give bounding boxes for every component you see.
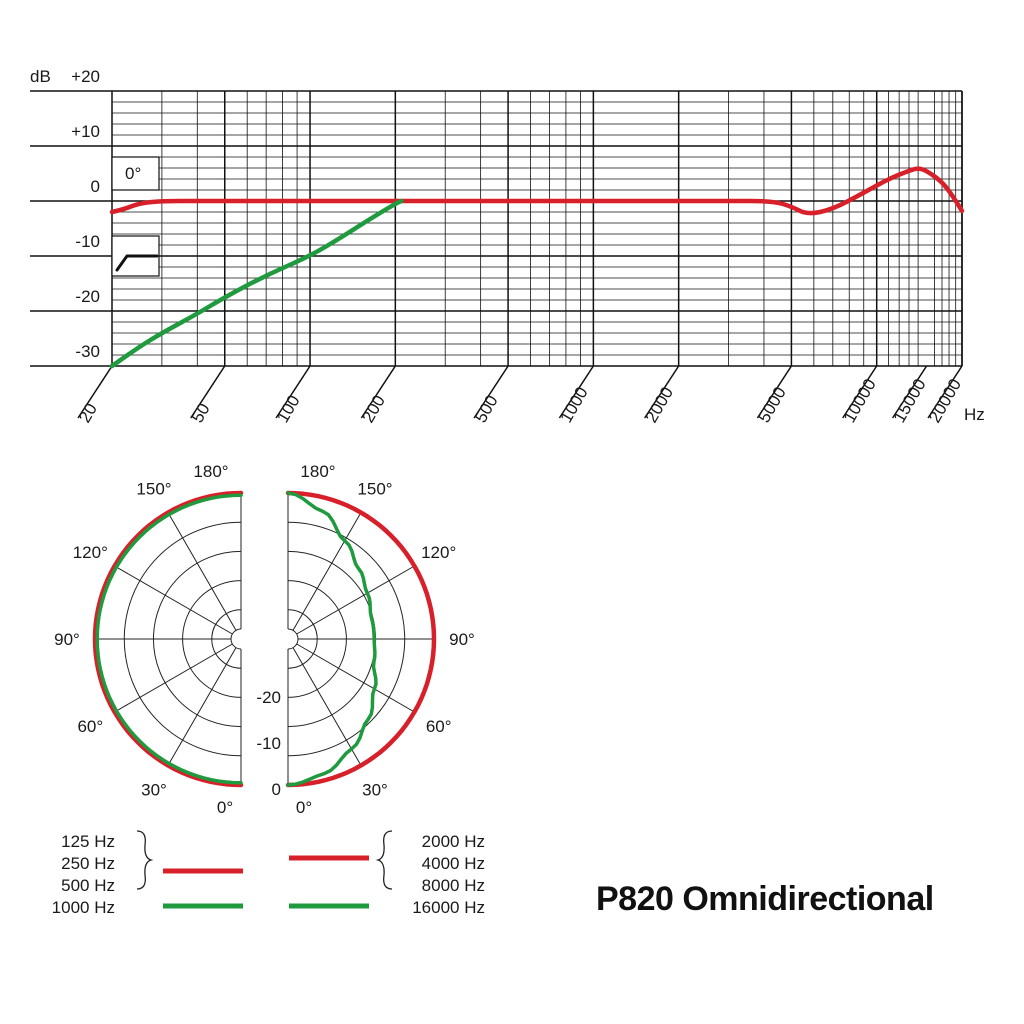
legend-brace — [136, 830, 154, 890]
response-curve-red — [109, 166, 965, 216]
legend-label: 8000 Hz — [422, 876, 485, 895]
x-tick-label: 200 — [358, 392, 389, 426]
polar-angle-label: 0° — [296, 798, 312, 817]
x-tick-mark — [275, 365, 311, 419]
polar-spoke — [167, 512, 237, 631]
legend-label: 500 Hz — [61, 876, 115, 895]
legend-label: 125 Hz — [61, 832, 115, 851]
legend-label: 4000 Hz — [422, 854, 485, 873]
x-tick-mark — [558, 365, 595, 419]
angle-box — [111, 156, 160, 191]
x-tick-mark — [842, 365, 878, 419]
low-cut-filter-icon — [115, 254, 159, 272]
polar-angle-label: 0° — [217, 798, 233, 817]
x-tick-label: 20000 — [925, 376, 965, 426]
y-tick-label: 0 — [91, 177, 100, 196]
legend-label: 1000 Hz — [52, 898, 115, 917]
polar-angle-label: 60° — [77, 717, 103, 736]
x-tick-mark — [473, 365, 509, 419]
y-tick-label: -10 — [75, 232, 100, 251]
polar-center — [287, 628, 299, 650]
polar-angle-label: 180° — [300, 462, 335, 481]
polar-pattern-chart: 180° 150° 120° 90° 60° 30° 0° 180° 150° 120° 90° 60… — [54, 462, 475, 817]
y-tick-label: +10 — [71, 122, 100, 141]
left-polar-half: 180° 150° 120° 90° 60° 30° 0° — [54, 462, 244, 817]
polar-spoke — [292, 647, 362, 766]
legend-label: 16000 Hz — [412, 898, 485, 917]
polar-angle-label: 120° — [73, 543, 108, 562]
x-tick-label: 100 — [273, 392, 304, 426]
y-tick-label: -20 — [75, 287, 100, 306]
polar-spoke — [296, 565, 415, 635]
y-tick-label: +20 — [71, 67, 100, 86]
x-axis-unit-label: Hz — [964, 405, 985, 424]
polar-spoke — [114, 643, 233, 713]
legend-label: 250 Hz — [61, 854, 115, 873]
x-tick-mark — [927, 365, 963, 419]
polar-spoke — [296, 643, 415, 713]
right-polar-curve-red — [285, 490, 437, 788]
x-tick-label: 5000 — [754, 384, 789, 426]
frequency-response-chart: 20 50 100 200 500 1000 2000 5000 10000 1500020000… — [30, 67, 985, 426]
left-polar-curve-green — [95, 493, 243, 785]
x-tick-label: 15000 — [890, 376, 930, 426]
radial-label: -20 — [256, 688, 281, 707]
angle-box-label: 0° — [125, 164, 141, 183]
y-tick-label: -30 — [75, 342, 100, 361]
left-polar-curve-red — [92, 490, 244, 788]
x-tick-label: 2000 — [642, 384, 677, 426]
radial-label: 0 — [272, 780, 281, 799]
x-tick-label: 20 — [75, 400, 101, 426]
polar-angle-label: 120° — [421, 543, 456, 562]
x-tick-label: 1000 — [556, 384, 591, 426]
polar-angle-label: 90° — [449, 630, 475, 649]
response-curve-green — [109, 198, 404, 369]
y-axis-unit-label: dB — [30, 67, 51, 86]
x-tick-mark — [190, 365, 226, 419]
page-title: P820 Omnidirectional — [596, 880, 934, 918]
x-tick-label: 50 — [188, 400, 214, 426]
polar-angle-label: 30° — [141, 781, 167, 800]
polar-spoke — [114, 565, 233, 635]
x-tick-mark — [77, 365, 113, 419]
polar-angle-label: 30° — [362, 781, 388, 800]
x-tick-mark — [756, 365, 793, 419]
polar-angle-label: 150° — [136, 479, 171, 498]
legend-label: 2000 Hz — [422, 832, 485, 851]
legend-brace — [375, 830, 393, 890]
x-tick-mark — [360, 365, 396, 419]
x-tick-label: 10000 — [840, 376, 880, 426]
radial-label: -10 — [256, 734, 281, 753]
polar-angle-label: 60° — [426, 717, 452, 736]
right-polar-half: 180° 150° 120° 90° 60° 30° 0° — [285, 462, 475, 817]
polar-spoke — [292, 512, 362, 631]
polar-angle-label: 90° — [54, 630, 80, 649]
right-polar-curve-green — [286, 491, 378, 787]
polar-spoke — [167, 647, 237, 766]
polar-angle-label: 150° — [357, 479, 392, 498]
polar-center — [230, 628, 242, 650]
x-tick-label: 500 — [471, 392, 502, 426]
polar-angle-label: 180° — [193, 462, 228, 481]
x-tick-mark — [644, 365, 680, 419]
legend: 125 Hz 250 Hz 500 Hz 1000 Hz 2000 Hz 4000 Hz 8… — [52, 830, 485, 917]
x-tick-mark — [891, 365, 928, 419]
